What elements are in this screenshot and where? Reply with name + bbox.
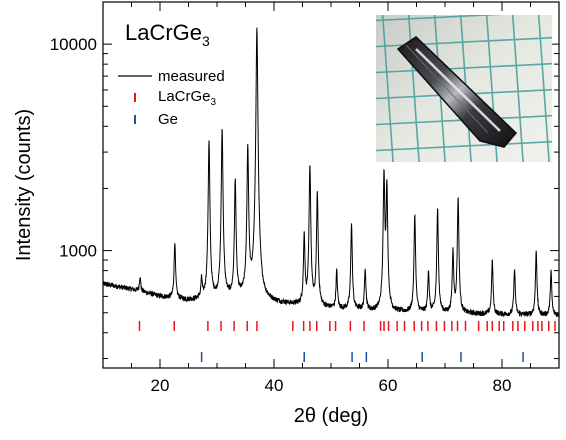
curve-layer [102, 27, 560, 318]
crystal [396, 36, 518, 148]
grid-line [376, 140, 552, 152]
crystal-photo-inset [376, 15, 552, 162]
chart-title-subscript: 3 [202, 33, 210, 49]
chart-title: LaCrGe3 [125, 20, 210, 49]
y-tick-label: 10000 [50, 35, 97, 54]
y-tick-label: 1000 [59, 242, 97, 261]
crystal-reflection [415, 48, 501, 132]
x-tick-label: 40 [265, 376, 284, 395]
legend-measured-label: measured [158, 68, 225, 85]
legend-lacrge3-label: LaCrGe3 [158, 88, 217, 108]
grid-line [376, 62, 552, 74]
x-tick-label: 60 [379, 376, 398, 395]
measured-curve [102, 27, 560, 318]
legend: measured LaCrGe3 Ge [118, 68, 225, 128]
grid-line [407, 15, 420, 162]
grid-line [381, 15, 394, 162]
grid-paper [376, 15, 552, 162]
grid-line [376, 36, 552, 48]
chart-title-main: LaCrGe [125, 20, 202, 45]
y-axis-label: Intensity (counts) [13, 109, 35, 261]
legend-ge-label: Ge [158, 111, 178, 128]
x-tick-label: 80 [493, 376, 512, 395]
grid-line [511, 15, 524, 162]
x-axis-label: 2θ (deg) [294, 405, 369, 427]
crystal-photo-svg [376, 15, 552, 162]
axis-layer: 20 40 60 80 1000 10000 [50, 2, 560, 395]
crystal-edge [405, 44, 489, 134]
x-tick-label: 20 [151, 376, 170, 395]
grid-line [376, 15, 503, 22]
grid-line [485, 15, 498, 162]
reflection-ticks-layer [138, 321, 556, 362]
